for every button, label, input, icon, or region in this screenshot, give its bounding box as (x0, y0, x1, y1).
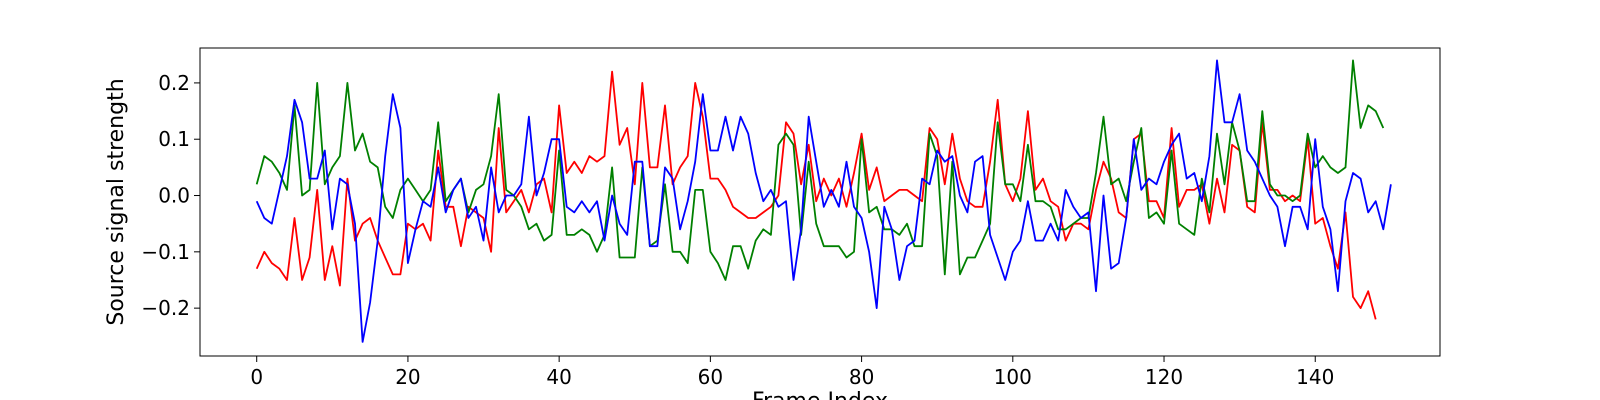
y-tick-label: 0.0 (158, 184, 190, 208)
y-axis: −0.2 −0.1 0.0 0.1 0.2 (141, 71, 200, 320)
x-axis-label: Frame Index (752, 389, 888, 400)
y-tick-label: 0.2 (158, 71, 190, 95)
x-tick-label: 0 (250, 365, 263, 389)
plot-frame (199, 47, 1441, 357)
x-tick-label: 20 (395, 365, 420, 389)
series-layer (255, 59, 1392, 343)
series-line-1 (255, 70, 1377, 320)
plot-area (200, 48, 1440, 356)
y-axis-label: Source signal strength (104, 78, 129, 325)
x-tick-label: 140 (1296, 365, 1334, 389)
y-tick-label: −0.2 (141, 296, 190, 320)
x-axis: 0 20 40 60 80 100 120 140 (250, 356, 1334, 389)
series-line-3 (255, 59, 1392, 343)
series-line-2 (255, 59, 1385, 281)
y-tick-label: 0.1 (158, 127, 190, 151)
y-tick-label: −0.1 (141, 240, 190, 264)
x-tick-label: 80 (849, 365, 874, 389)
x-tick-label: 40 (546, 365, 571, 389)
x-tick-label: 60 (698, 365, 723, 389)
x-tick-label: 120 (1145, 365, 1183, 389)
x-tick-label: 100 (994, 365, 1032, 389)
